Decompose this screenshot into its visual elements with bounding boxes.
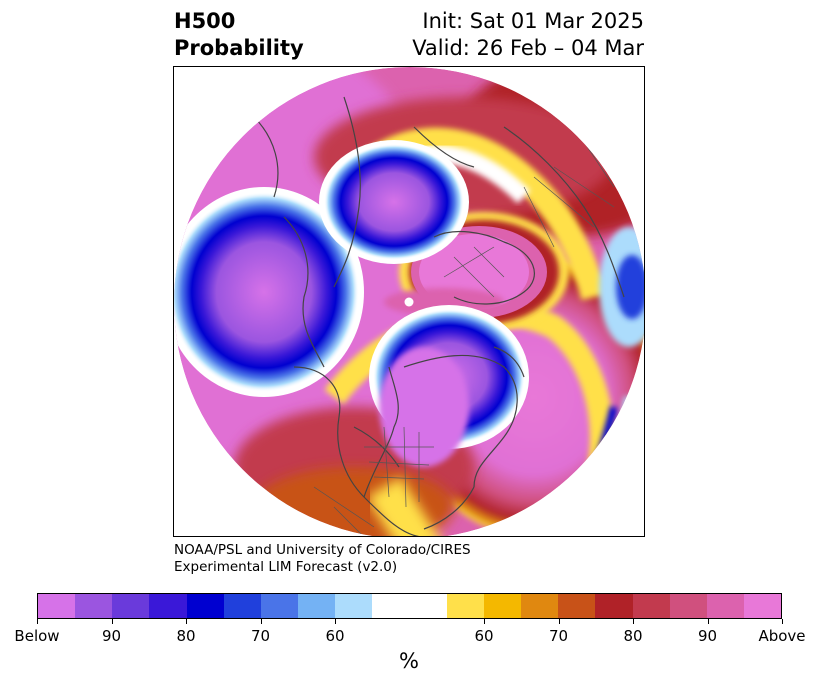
colorbar-tick-mark xyxy=(707,619,709,624)
valid-range: Valid: 26 Feb – 04 Mar xyxy=(412,36,644,60)
colorbar-unit: % xyxy=(399,649,419,673)
colorbar-cell xyxy=(409,594,447,618)
title-line-1: H500 xyxy=(174,9,236,33)
colorbar-cell xyxy=(706,594,744,618)
map-title: H500 Probability xyxy=(174,8,304,62)
colorbar-tick-label: 60 xyxy=(474,627,494,645)
colorbar-cell xyxy=(632,594,670,618)
colorbar-cell xyxy=(669,594,707,618)
colorbar-tick-mark xyxy=(633,619,634,624)
colorbar-tick-label: 70 xyxy=(548,627,569,645)
forecast-dates: Init: Sat 01 Mar 2025 Valid: 26 Feb – 04… xyxy=(412,8,644,62)
probability-map-graphic xyxy=(174,67,644,536)
colorbar-cell xyxy=(446,594,484,618)
colorbar-tick-mark xyxy=(558,619,560,624)
colorbar-cell xyxy=(223,594,261,618)
colorbar-tick-label: 90 xyxy=(697,627,718,645)
colorbar-tick-mark xyxy=(111,619,113,624)
colorbar-cell xyxy=(38,594,76,618)
colorbar-tick-label: Below xyxy=(14,627,60,645)
colorbar-tick-label: 80 xyxy=(176,627,196,645)
colorbar-tick-mark xyxy=(37,619,38,624)
colorbar-cell xyxy=(112,594,150,618)
colorbar-cell xyxy=(743,594,782,618)
colorbar-cell xyxy=(149,594,187,618)
colorbar-tick-label: 70 xyxy=(250,627,271,645)
init-date: Init: Sat 01 Mar 2025 xyxy=(422,9,644,33)
colorbar-tick-label: 90 xyxy=(101,627,122,645)
probability-shading xyxy=(174,67,644,536)
colorbar-cell xyxy=(483,594,522,618)
colorbar-cell xyxy=(75,594,113,618)
colorbar-tick-label: Above xyxy=(758,627,806,645)
polar-map xyxy=(173,66,645,537)
title-line-2: Probability xyxy=(174,36,304,60)
colorbar-tick-label: 80 xyxy=(623,627,643,645)
political-borders xyxy=(313,116,625,536)
colorbar-tick-mark xyxy=(260,619,262,624)
colorbar-tick-mark xyxy=(484,619,485,624)
colorbar-cell xyxy=(521,594,559,618)
colorbar-cell xyxy=(372,594,410,618)
colorbar-tick-mark xyxy=(186,619,187,624)
colorbar-tick-label: 60 xyxy=(325,627,345,645)
credit-line-1: NOAA/PSL and University of Colorado/CIRE… xyxy=(174,542,471,558)
colorbar-cell xyxy=(298,594,336,618)
colorbar-cell xyxy=(260,594,299,618)
colorbar-cell xyxy=(186,594,224,618)
colorbar-tick-mark xyxy=(782,619,783,624)
colorbar-cell xyxy=(595,594,633,618)
colorbar-cell xyxy=(335,594,373,618)
colorbar xyxy=(37,593,782,619)
colorbar-tick-mark xyxy=(335,619,336,624)
credit-text: NOAA/PSL and University of Colorado/CIRE… xyxy=(174,542,471,576)
colorbar-cell xyxy=(558,594,596,618)
credit-line-2: Experimental LIM Forecast (v2.0) xyxy=(174,559,398,575)
